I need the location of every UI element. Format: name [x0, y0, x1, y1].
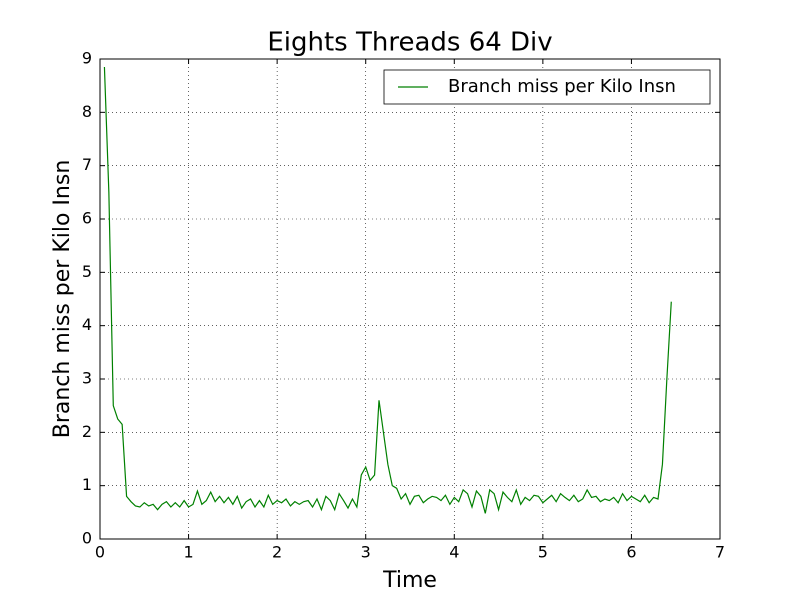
x-tick-label: 0 [95, 543, 105, 562]
data-line [103, 66, 672, 514]
y-tick-label: 9 [82, 49, 92, 68]
y-axis-label: Branch miss per Kilo Insn [50, 160, 75, 439]
x-tick-label: 3 [361, 543, 371, 562]
x-tick-label: 6 [626, 543, 636, 562]
y-tick-label: 1 [82, 475, 92, 494]
plot-frame [99, 58, 721, 540]
x-axis-label: Time [382, 568, 437, 593]
legend-box [383, 69, 711, 105]
y-tick-label: 5 [82, 262, 92, 281]
y-tick-label: 8 [82, 102, 92, 121]
x-tick-label: 5 [538, 543, 548, 562]
y-tick-label: 2 [82, 422, 92, 441]
y-tick-label: 4 [82, 315, 92, 334]
y-tick-label: 0 [82, 529, 92, 548]
y-tick-label: 3 [82, 369, 92, 388]
chart-title: Eights Threads 64 Div [267, 28, 552, 58]
x-tick-label: 4 [449, 543, 459, 562]
x-tick-label: 2 [272, 543, 282, 562]
x-tick-label: 7 [715, 543, 725, 562]
y-tick-label: 7 [82, 155, 92, 174]
legend-label: Branch miss per Kilo Insn [448, 76, 676, 97]
x-tick-label: 1 [183, 543, 193, 562]
y-tick-label: 6 [82, 209, 92, 228]
